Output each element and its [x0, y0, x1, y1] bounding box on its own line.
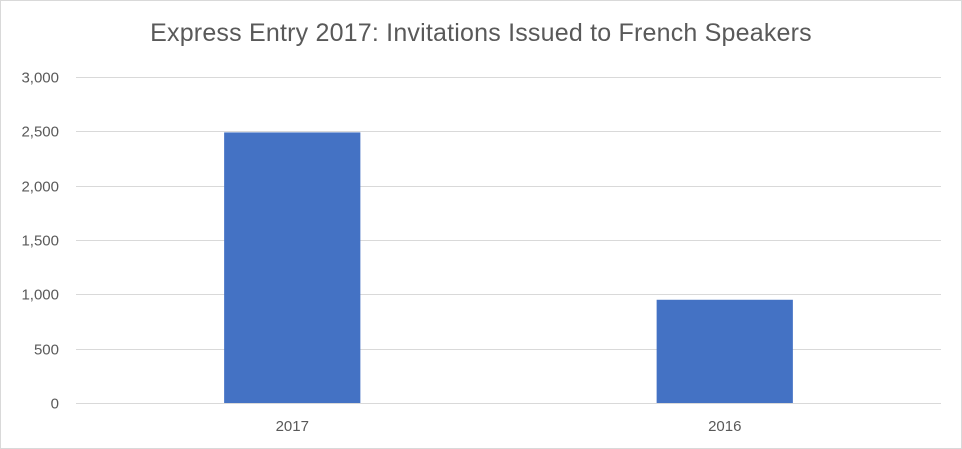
y-tick-label: 1,000: [21, 287, 59, 304]
x-axis-ticks: 2017 2016: [276, 418, 742, 435]
x-tick-label: 2016: [708, 418, 741, 435]
bar-2017: [224, 132, 361, 404]
y-tick-label: 3,000: [21, 70, 59, 87]
y-tick-label: 2,000: [21, 179, 59, 196]
y-tick-label: 0: [51, 396, 59, 413]
bars: [224, 132, 793, 404]
y-tick-label: 2,500: [21, 124, 59, 141]
y-tick-label: 1,500: [21, 233, 59, 250]
x-tick-label: 2017: [276, 418, 309, 435]
chart-title: Express Entry 2017: Invitations Issued t…: [150, 19, 812, 47]
bar-2016: [656, 299, 793, 403]
y-tick-label: 500: [34, 342, 59, 359]
gridlines: [76, 77, 941, 404]
y-axis-ticks: 0 500 1,000 1,500 2,000 2,500 3,000: [21, 70, 59, 413]
